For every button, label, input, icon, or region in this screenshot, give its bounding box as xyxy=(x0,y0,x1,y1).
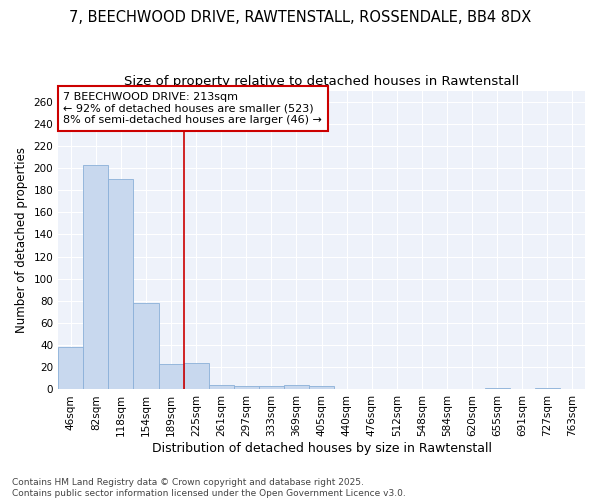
Bar xyxy=(133,303,158,390)
Text: 7 BEECHWOOD DRIVE: 213sqm
← 92% of detached houses are smaller (523)
8% of semi-: 7 BEECHWOOD DRIVE: 213sqm ← 92% of detac… xyxy=(64,92,322,126)
Title: Size of property relative to detached houses in Rawtenstall: Size of property relative to detached ho… xyxy=(124,75,519,88)
Bar xyxy=(209,385,234,390)
Bar xyxy=(184,363,209,390)
Bar xyxy=(485,388,510,390)
Y-axis label: Number of detached properties: Number of detached properties xyxy=(15,147,28,333)
Bar xyxy=(83,164,109,390)
Bar xyxy=(234,386,259,390)
Bar xyxy=(109,179,133,390)
Bar xyxy=(158,364,184,390)
Bar xyxy=(284,385,309,390)
Text: Contains HM Land Registry data © Crown copyright and database right 2025.
Contai: Contains HM Land Registry data © Crown c… xyxy=(12,478,406,498)
Bar xyxy=(259,386,284,390)
Bar xyxy=(535,388,560,390)
X-axis label: Distribution of detached houses by size in Rawtenstall: Distribution of detached houses by size … xyxy=(152,442,491,455)
Bar xyxy=(58,348,83,390)
Text: 7, BEECHWOOD DRIVE, RAWTENSTALL, ROSSENDALE, BB4 8DX: 7, BEECHWOOD DRIVE, RAWTENSTALL, ROSSEND… xyxy=(69,10,531,25)
Bar xyxy=(309,386,334,390)
